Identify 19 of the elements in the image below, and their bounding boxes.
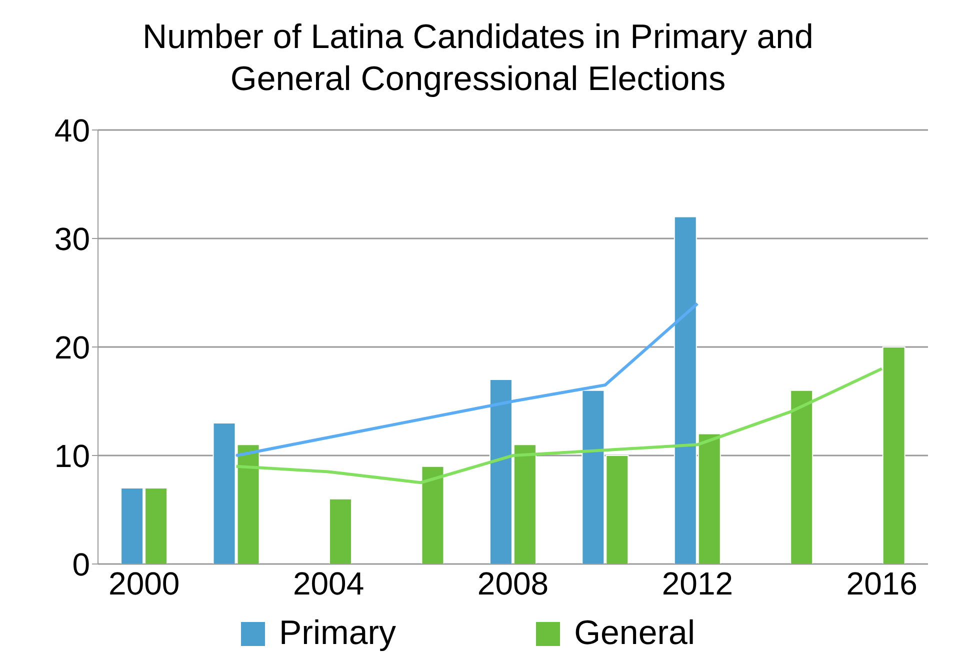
y-tick-label: 40 [54, 112, 90, 148]
legend-label: General [574, 614, 696, 653]
legend-label: Primary [278, 614, 396, 653]
x-tick-label: 2012 [662, 566, 734, 602]
bar [421, 466, 444, 564]
y-tick-label: 30 [54, 220, 90, 257]
line-series [234, 367, 884, 484]
x-tick-label: 2008 [477, 566, 549, 602]
y-tick-label: 20 [54, 329, 90, 366]
x-tick-label: 2004 [292, 566, 364, 602]
y-tick-label: 0 [72, 546, 90, 582]
bar [882, 346, 906, 564]
bar [329, 498, 352, 564]
y-tick-label: 10 [54, 438, 90, 474]
x-tick-label: 2016 [846, 566, 918, 602]
bar [790, 390, 814, 564]
chart-title: Number of Latina Candidates in Primary and General Congressional Elections [142, 17, 814, 100]
x-tick-label: 2000 [108, 566, 180, 602]
line-series [234, 302, 699, 457]
